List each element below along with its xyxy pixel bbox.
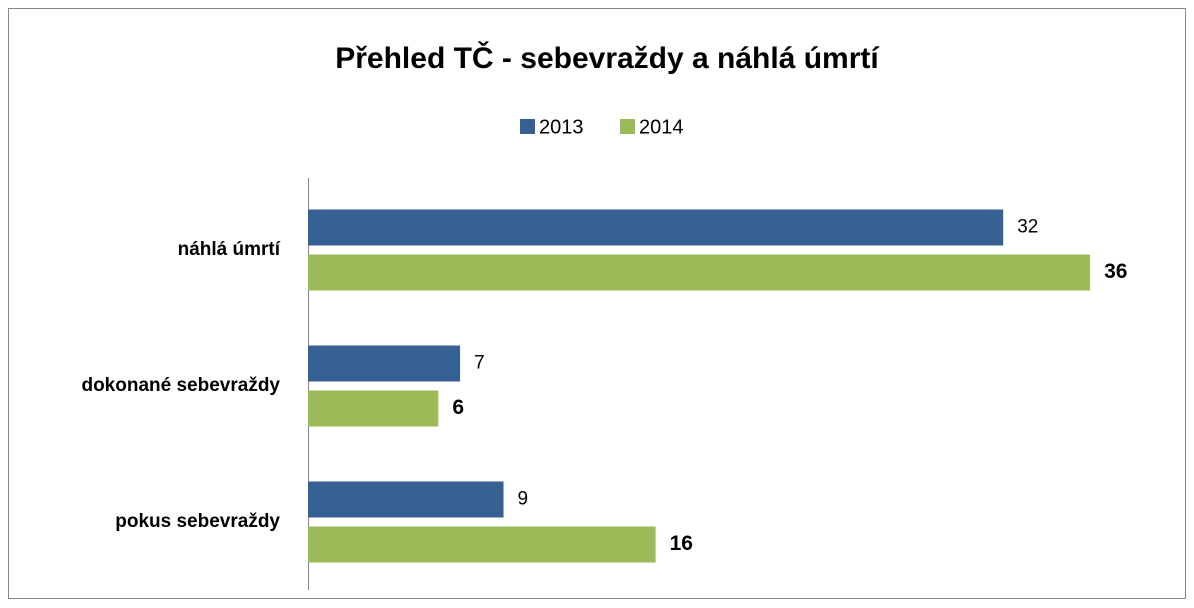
legend-label: 2014 (639, 116, 684, 138)
data-label: 16 (670, 532, 693, 555)
legend-swatch (520, 119, 535, 134)
chart-title: Přehled TČ - sebevraždy a náhlá úmrtí (335, 41, 880, 75)
category-label: náhlá úmrtí (178, 239, 281, 260)
bar (308, 254, 1091, 291)
data-label: 36 (1104, 260, 1127, 283)
bar (308, 526, 656, 563)
data-label: 7 (474, 353, 485, 374)
legend-label: 2013 (539, 116, 584, 138)
category-label: dokonané sebevraždy (81, 375, 280, 396)
bar (308, 345, 461, 382)
bar (308, 481, 504, 518)
bar (308, 390, 439, 427)
data-label: 6 (452, 396, 464, 419)
data-label: 32 (1017, 217, 1038, 238)
bar (308, 209, 1004, 246)
chart-border (8, 8, 1186, 599)
legend-swatch (620, 119, 635, 134)
data-label: 9 (518, 489, 529, 510)
category-label: pokus sebevraždy (115, 511, 280, 532)
